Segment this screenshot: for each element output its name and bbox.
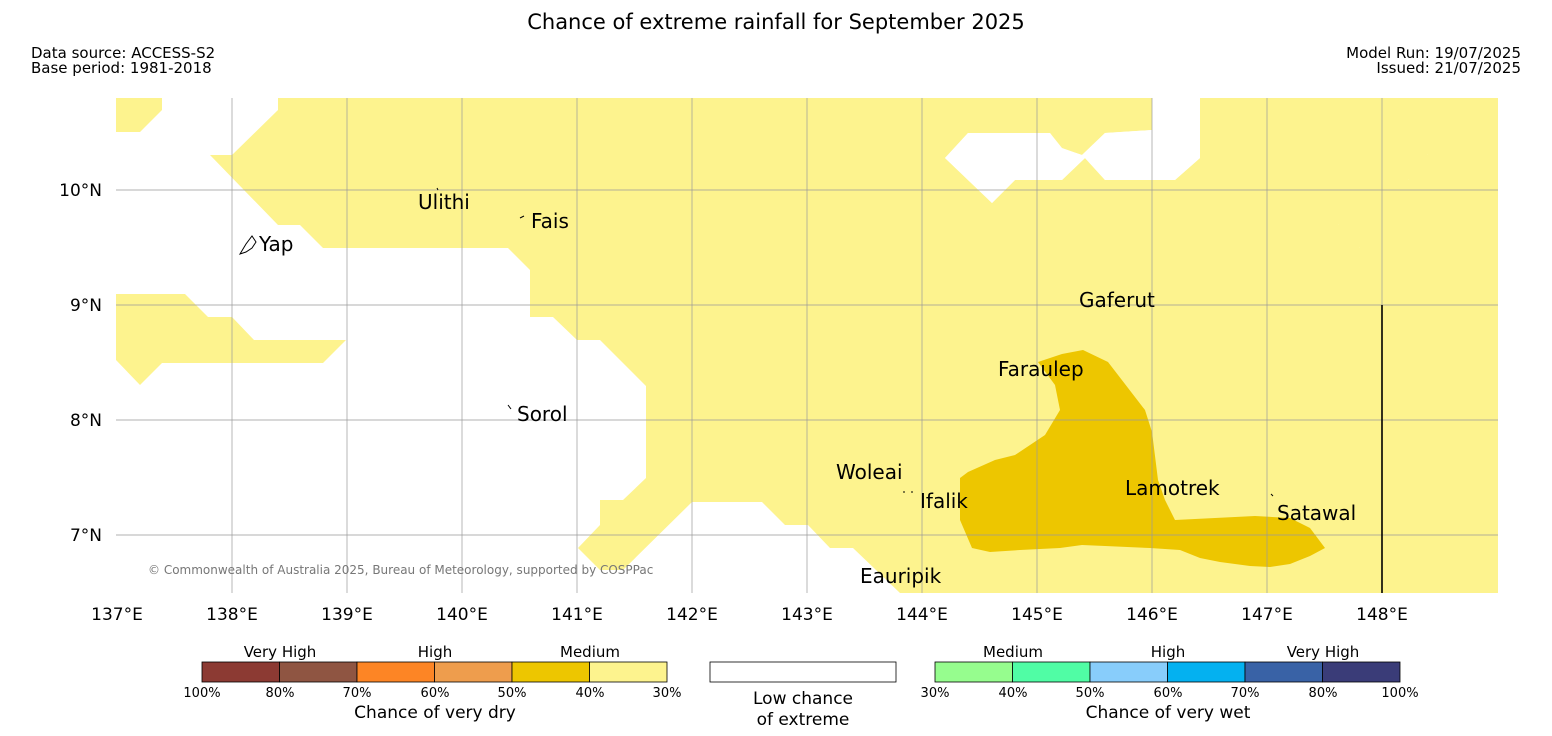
island-markers [238, 187, 1274, 497]
legend-dry: Very High High Medium 100% 80% 70% 60% 5… [183, 643, 681, 723]
data-source: Data source: ACCESS-S2 [31, 44, 216, 62]
lon-label: 137°E [91, 605, 143, 625]
legend-dry-tick: 50% [498, 686, 527, 701]
lon-label: 140°E [436, 605, 488, 625]
legend-low-swatch [709, 661, 897, 683]
legend-dry-tick: 40% [576, 686, 605, 701]
legend-dry-swatch [434, 661, 513, 683]
legend-low-chance: Low chance of extreme [709, 661, 897, 730]
legend-wet-tick: 50% [1076, 686, 1105, 701]
lat-label-8n: 8°N [70, 411, 102, 431]
legend-wet: Medium High Very High 30% 40% 50% 60% 70… [921, 643, 1419, 723]
legend-wet-swatch [934, 661, 1013, 683]
legend-low-line2: of extreme [757, 710, 850, 730]
legend-dry-swatch [589, 661, 668, 683]
place-label-ifalik: Ifalik [920, 489, 968, 513]
legend-dry-swatch [356, 661, 435, 683]
place-label-sorol: Sorol [517, 402, 568, 426]
place-label-eauripik: Eauripik [860, 564, 942, 588]
place-label-fais: Fais [531, 209, 569, 233]
lon-label: 144°E [896, 605, 948, 625]
grid-lines [116, 98, 1498, 593]
map-title: Chance of extreme rainfall for September… [527, 10, 1025, 34]
run-info: Model Run: 19/07/2025 Issued: 21/07/2025 [1346, 46, 1521, 76]
legend-wet-header: High [1151, 643, 1185, 661]
place-label-lamotrek: Lamotrek [1125, 476, 1220, 500]
legend-wet-header: Medium [983, 643, 1043, 661]
legend-dry-header: Very High [244, 643, 317, 661]
place-label-satawal: Satawal [1277, 501, 1356, 525]
map-field: © Commonwealth of Australia 2025, Bureau… [116, 98, 1498, 593]
legend-wet-tick: 80% [1309, 686, 1338, 701]
copyright-text: © Commonwealth of Australia 2025, Bureau… [148, 563, 653, 577]
place-label-yap: Yap [258, 232, 293, 256]
legend-wet-swatch [1244, 661, 1323, 683]
legend-dry-header: High [418, 643, 452, 661]
legend-wet-tick: 100% [1381, 686, 1418, 701]
legend-dry-swatch [279, 661, 358, 683]
place-label-ulithi: Ulithi [418, 190, 470, 214]
legend-wet-swatch [1012, 661, 1091, 683]
low-chance-hole-top [1152, 98, 1200, 130]
legend-wet-swatch [1089, 661, 1168, 683]
place-label-woleai: Woleai [836, 460, 903, 484]
lat-label-7n: 7°N [70, 526, 102, 546]
low-chance-hole [945, 98, 1200, 203]
lon-label: 142°E [666, 605, 718, 625]
legend-wet-tick: 30% [921, 686, 950, 701]
legend-wet-header: Very High [1287, 643, 1360, 661]
lon-label: 145°E [1011, 605, 1063, 625]
legend-wet-tick: 40% [999, 686, 1028, 701]
legend-dry-swatch [511, 661, 590, 683]
legend-dry-tick: 60% [421, 686, 450, 701]
lon-label: 138°E [206, 605, 258, 625]
legend-dry-tick: 70% [343, 686, 372, 701]
dry-40-50-region [960, 350, 1325, 567]
legend-dry-title: Chance of very dry [354, 703, 516, 723]
base-period: Base period: 1981-2018 [31, 59, 212, 77]
legend-wet-swatch [1167, 661, 1246, 683]
lon-label: 139°E [321, 605, 373, 625]
legend-low-line1: Low chance [753, 689, 853, 709]
lat-label-10n: 10°N [59, 181, 102, 201]
model-run: Model Run: 19/07/2025 [1346, 44, 1521, 62]
legend-wet-swatch [1322, 661, 1401, 683]
legend-dry-tick: 30% [653, 686, 682, 701]
legend-dry-tick: 100% [183, 686, 220, 701]
legend-dry-swatch [201, 661, 280, 683]
lon-label: 141°E [551, 605, 603, 625]
lon-label: 147°E [1241, 605, 1293, 625]
issued-date: Issued: 21/07/2025 [1376, 59, 1521, 77]
legend-wet-title: Chance of very wet [1086, 703, 1251, 723]
lat-label-9n: 9°N [70, 296, 102, 316]
lon-label: 143°E [781, 605, 833, 625]
lon-label: 148°E [1356, 605, 1408, 625]
place-label-faraulep: Faraulep [998, 357, 1084, 381]
source-info: Data source: ACCESS-S2 Base period: 1981… [31, 46, 215, 76]
legend-wet-tick: 60% [1154, 686, 1183, 701]
legend-dry-header: Medium [560, 643, 620, 661]
place-label-gaferut: Gaferut [1079, 288, 1155, 312]
legend-wet-tick: 70% [1231, 686, 1260, 701]
lon-label: 146°E [1126, 605, 1178, 625]
legend-dry-tick: 80% [266, 686, 295, 701]
